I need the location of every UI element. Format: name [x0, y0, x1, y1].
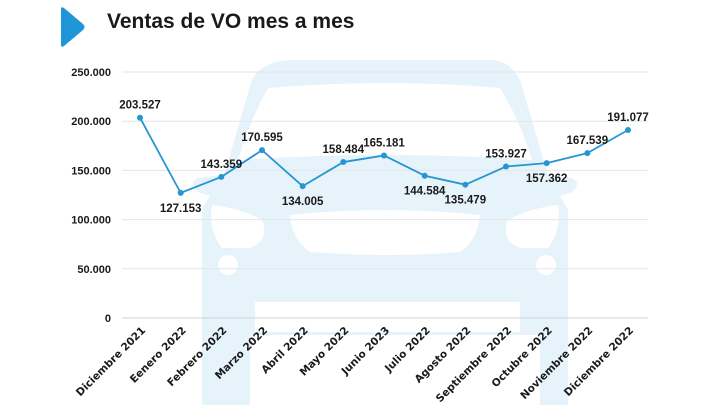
data-label: 191.077: [607, 112, 649, 124]
data-label: 203.527: [119, 100, 161, 112]
data-point: [462, 181, 469, 188]
series-line: [137, 114, 631, 196]
x-tick-label: Diciembre 2022: [562, 325, 636, 399]
y-tick-label: 150.000: [71, 165, 111, 177]
data-point: [218, 173, 225, 180]
y-tick-label: 200.000: [71, 116, 111, 128]
play-triangle-icon: [61, 7, 85, 47]
y-tick-label: 250.000: [71, 67, 111, 79]
y-tick-label: 50.000: [77, 264, 111, 276]
data-label: 157.362: [526, 173, 568, 185]
chart-title: Ventas de VO mes a mes: [107, 10, 355, 33]
data-point: [340, 159, 347, 166]
data-label: 158.484: [323, 144, 365, 156]
data-label: 170.595: [241, 132, 283, 144]
data-labels: 203.527 127.153 143.359 170.595 134.005 158.4…: [119, 100, 649, 215]
data-label: 167.539: [567, 135, 609, 147]
data-point: [177, 189, 184, 196]
gridlines: [122, 71, 648, 319]
data-point: [503, 163, 509, 170]
data-point: [584, 150, 591, 157]
data-label: 165.181: [363, 137, 405, 149]
data-label: 153.927: [485, 149, 527, 161]
data-point: [625, 126, 631, 133]
data-label: 143.359: [201, 159, 243, 171]
y-axis: 0 50.000 100.000 150.000 200.000 250.000: [71, 67, 111, 325]
data-point: [137, 114, 143, 121]
y-tick-label: 100.000: [71, 215, 111, 227]
data-point: [421, 172, 428, 179]
y-tick-label: 0: [105, 313, 111, 325]
data-label: 127.153: [160, 203, 202, 215]
data-label: 144.584: [404, 186, 446, 198]
data-point: [543, 160, 550, 167]
data-point: [381, 152, 387, 159]
data-label: 135.479: [445, 195, 487, 207]
data-point: [259, 147, 265, 154]
x-tick-label: Septiembre 2022: [434, 325, 514, 405]
x-tick-label: Diciembre 2021: [74, 325, 148, 399]
data-label: 134.005: [282, 196, 324, 208]
data-point: [299, 183, 306, 190]
header: [58, 6, 88, 47]
